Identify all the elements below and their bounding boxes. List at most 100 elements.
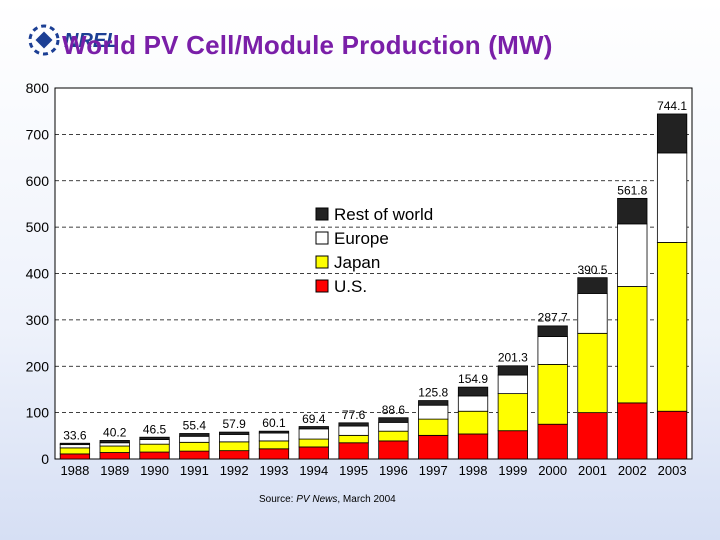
bar-segment-rest-of-world-1995 <box>338 422 369 427</box>
bar-segment-japan-1990 <box>139 443 170 453</box>
x-tick-label-1992: 1992 <box>220 463 249 478</box>
legend-swatch-europe <box>315 231 329 245</box>
bar-segment-u-s--2001 <box>577 412 608 460</box>
data-label-1996: 88.6 <box>382 403 406 417</box>
bar-segment-europe-1990 <box>139 439 170 445</box>
y-tick-label: 700 <box>26 126 50 142</box>
y-tick-label: 0 <box>41 451 49 467</box>
y-tick-label: 100 <box>26 405 50 421</box>
bar-segment-japan-1996 <box>378 430 409 442</box>
x-tick-label-1993: 1993 <box>260 463 289 478</box>
bar-segment-japan-2003 <box>656 242 688 412</box>
x-tick-label-2003: 2003 <box>658 463 687 478</box>
y-tick-label: 600 <box>26 173 50 189</box>
bar-segment-rest-of-world-2001 <box>577 277 608 294</box>
data-label-1990: 46.5 <box>143 422 167 436</box>
data-label-1989: 40.2 <box>103 425 127 439</box>
data-label-1988: 33.6 <box>63 428 87 442</box>
data-label-1993: 60.1 <box>262 416 286 430</box>
bar-segment-europe-1993 <box>258 432 290 442</box>
bar-segment-europe-1998 <box>457 395 489 412</box>
x-tick-label-2000: 2000 <box>538 463 567 478</box>
bar-segment-rest-of-world-2002 <box>617 197 648 225</box>
data-label-1992: 57.9 <box>222 417 246 431</box>
bar-segment-rest-of-world-1999 <box>497 365 528 376</box>
bar-segment-rest-of-world-1989 <box>99 440 130 444</box>
y-tick-label: 800 <box>26 80 50 96</box>
bar-segment-u-s--1992 <box>219 450 250 460</box>
data-label-2003: 744.1 <box>657 99 687 113</box>
bar-segment-japan-1994 <box>298 438 329 448</box>
bar-segment-europe-1992 <box>219 434 250 443</box>
legend-label-rest-of-world: Rest of world <box>334 205 433 224</box>
bar-segment-japan-1997 <box>418 418 449 436</box>
bar-segment-u-s--1998 <box>457 433 489 460</box>
data-label-1997: 125.8 <box>418 386 448 400</box>
page-title: World PV Cell/Module Production (MW) <box>62 30 553 60</box>
bar-segment-rest-of-world-1994 <box>298 426 329 430</box>
y-tick-label: 500 <box>26 219 50 235</box>
nrel-logo-mark-icon <box>28 24 60 56</box>
x-tick-label-1996: 1996 <box>379 463 408 478</box>
bar-segment-rest-of-world-1990 <box>139 436 170 440</box>
x-tick-label-1998: 1998 <box>459 463 488 478</box>
x-tick-label-1990: 1990 <box>140 463 169 478</box>
bar-segment-u-s--2003 <box>656 410 688 460</box>
data-label-1995: 77.6 <box>342 408 366 422</box>
legend-swatch-rest-of-world <box>315 207 329 221</box>
bar-segment-rest-of-world-1997 <box>418 400 449 406</box>
bar-segment-japan-1995 <box>338 434 369 444</box>
x-tick-label-1988: 1988 <box>60 463 89 478</box>
legend-swatch-u-s- <box>315 279 329 293</box>
bar-segment-europe-1994 <box>298 428 329 440</box>
y-tick-label: 300 <box>26 312 50 328</box>
bar-segment-europe-2002 <box>617 223 648 287</box>
bar-segment-u-s--1999 <box>497 430 528 460</box>
x-tick-label-1997: 1997 <box>419 463 448 478</box>
x-tick-label-1991: 1991 <box>180 463 209 478</box>
bar-segment-europe-2003 <box>656 152 688 243</box>
bar-segment-europe-1991 <box>179 435 210 443</box>
data-label-1999: 201.3 <box>498 351 528 365</box>
bar-segment-japan-1989 <box>99 445 130 453</box>
bar-segment-u-s--1997 <box>418 434 449 460</box>
bar-segment-u-s--2002 <box>617 402 648 460</box>
x-tick-label-1995: 1995 <box>339 463 368 478</box>
legend-label-u-s-: U.S. <box>334 277 367 296</box>
bar-segment-europe-1997 <box>418 404 449 420</box>
bar-segment-japan-1998 <box>457 410 489 435</box>
bar-segment-japan-1999 <box>497 393 528 432</box>
legend-swatch-japan <box>315 255 329 269</box>
bar-segment-u-s--1991 <box>179 450 210 460</box>
bar-segment-rest-of-world-1993 <box>258 430 290 434</box>
x-tick-label-1999: 1999 <box>498 463 527 478</box>
bar-segment-europe-1988 <box>59 444 91 449</box>
x-tick-label-2001: 2001 <box>578 463 607 478</box>
bar-segment-japan-2001 <box>577 332 608 414</box>
x-tick-label-1989: 1989 <box>100 463 129 478</box>
bar-segment-japan-1988 <box>59 447 91 455</box>
legend-label-europe: Europe <box>334 229 389 248</box>
bar-segment-u-s--1988 <box>59 453 91 460</box>
bar-segment-rest-of-world-1996 <box>378 417 409 423</box>
bar-segment-europe-1999 <box>497 374 528 395</box>
bar-segment-japan-2002 <box>617 286 648 404</box>
data-label-1994: 69.4 <box>302 412 326 426</box>
bar-segment-japan-1991 <box>179 441 210 452</box>
bar-segment-rest-of-world-1998 <box>457 386 489 397</box>
bar-segment-rest-of-world-2000 <box>537 325 568 337</box>
bar-segment-u-s--1996 <box>378 440 409 460</box>
bar-segment-u-s--2000 <box>537 423 568 460</box>
legend-label-japan: Japan <box>334 253 380 272</box>
data-label-2002: 561.8 <box>617 183 647 197</box>
bar-segment-rest-of-world-1991 <box>179 433 210 437</box>
bar-segment-u-s--1989 <box>99 452 130 460</box>
bar-segment-europe-1996 <box>378 421 409 432</box>
bar-segment-europe-1995 <box>338 425 369 436</box>
bar-segment-europe-2000 <box>537 336 568 365</box>
bar-segment-u-s--1995 <box>338 442 369 460</box>
data-label-1991: 55.4 <box>183 418 207 432</box>
data-label-2001: 390.5 <box>577 263 607 277</box>
nrel-logo: NREL <box>22 18 118 70</box>
